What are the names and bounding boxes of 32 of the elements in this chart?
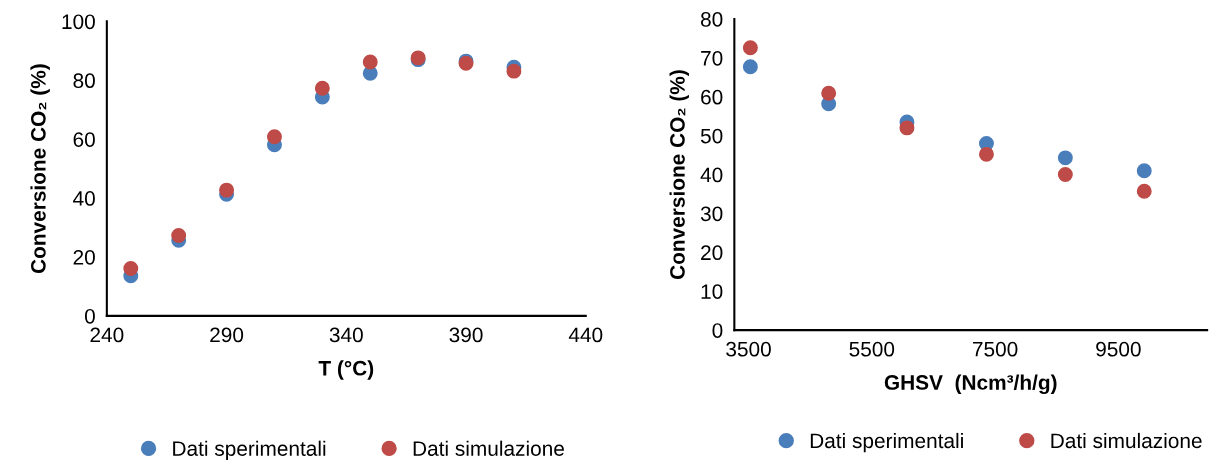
y-axis-title: Conversione CO₂ (%) [30, 64, 50, 274]
y-tick-label: 70 [701, 50, 723, 66]
x-axis-title: T (°C) [318, 360, 374, 380]
y-tick-label: 80 [700, 12, 723, 27]
y-tick-label: 0 [712, 323, 723, 338]
x-axis-title: GHSV (Ncm³/h/g) [884, 374, 1057, 395]
legend-label: Dati simulazione [413, 440, 564, 456]
x-tick-label: 440 [568, 327, 603, 343]
x-tick-label: 290 [210, 327, 244, 343]
y-tick-label: 40 [700, 167, 723, 183]
legend-label: Dati sperimentali [173, 440, 326, 461]
x-tick-label: 7500 [972, 341, 1018, 357]
y-tick-label: 0 [84, 308, 95, 324]
legend-label: Dati sperimentali [810, 432, 963, 453]
y-axis-title: Conversione CO₂ (%) [669, 70, 689, 280]
y-tick-label: 20 [701, 245, 723, 261]
x-tick-label: 9500 [1096, 341, 1141, 357]
x-tick-label: 5500 [849, 341, 895, 357]
y-tick-label: 60 [701, 89, 723, 105]
x-tick-label: 340 [329, 327, 363, 343]
y-tick-label: 10 [701, 284, 723, 299]
y-tick-label: 20 [73, 249, 95, 265]
y-tick-label: 80 [73, 73, 95, 89]
x-tick-label: 390 [449, 327, 483, 343]
legend-label: Dati simulazione [1051, 432, 1202, 449]
y-tick-label: 100 [62, 14, 95, 30]
y-tick-label: 40 [73, 191, 95, 206]
y-tick-label: 30 [700, 206, 723, 222]
y-tick-label: 50 [700, 128, 723, 144]
y-tick-label: 60 [73, 132, 95, 147]
x-tick-label: 3500 [726, 341, 771, 357]
x-tick-label: 240 [90, 327, 124, 343]
